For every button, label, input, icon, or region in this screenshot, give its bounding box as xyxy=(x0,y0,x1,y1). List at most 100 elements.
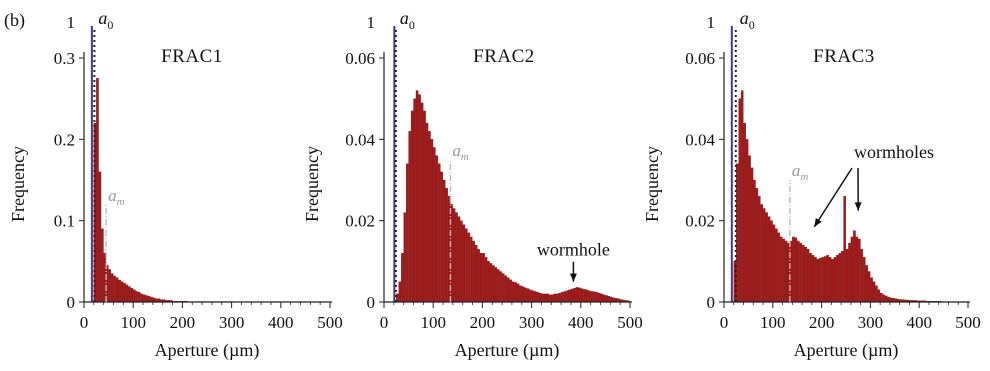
y-tick-label: 0.02 xyxy=(685,212,715,231)
arrow-head xyxy=(814,217,822,227)
bar xyxy=(123,283,126,303)
x-axis-label: Aperture (µm) xyxy=(455,340,560,361)
chart-panel-1: 0 0.1 0.2 0.3 1 0 100 200 300 400 500 Aperture (µm)… xyxy=(8,8,343,361)
a0-label: a0 xyxy=(740,8,755,32)
bar xyxy=(592,291,596,303)
bar xyxy=(558,292,562,303)
bar xyxy=(440,171,443,303)
bar xyxy=(570,288,574,303)
bar xyxy=(101,228,104,303)
bar xyxy=(882,294,885,303)
bar xyxy=(398,281,402,303)
x-axis-label: Aperture (µm) xyxy=(794,340,899,361)
bar xyxy=(816,259,820,303)
bar xyxy=(501,273,505,303)
bar xyxy=(585,289,589,303)
bar xyxy=(853,230,856,303)
bar xyxy=(133,289,136,303)
bar xyxy=(528,289,532,303)
bar xyxy=(573,288,576,303)
bar xyxy=(415,90,419,303)
am-label: am xyxy=(792,161,809,183)
bar xyxy=(418,94,421,303)
x-tick-label: 100 xyxy=(120,313,146,332)
bar xyxy=(811,255,815,303)
bar xyxy=(872,281,876,303)
x-tick-label: 300 xyxy=(858,313,884,332)
bar xyxy=(506,277,510,303)
bar xyxy=(145,295,148,303)
bar xyxy=(487,261,490,303)
bar xyxy=(799,242,803,303)
bar xyxy=(823,256,827,303)
bar xyxy=(472,240,475,303)
y-tick-label: 0 xyxy=(707,293,716,312)
x-tick-label: 300 xyxy=(519,313,545,332)
bar xyxy=(870,277,873,303)
y-axis-label: Frequency xyxy=(642,146,662,222)
bar xyxy=(765,212,768,303)
bar xyxy=(108,269,112,303)
y-tick-label: 0.04 xyxy=(345,130,375,149)
bar xyxy=(484,257,488,303)
bar xyxy=(821,257,824,303)
bar xyxy=(801,244,805,303)
bar xyxy=(137,292,141,303)
bar xyxy=(814,257,817,303)
bar xyxy=(125,284,129,303)
bar xyxy=(442,179,446,303)
bar xyxy=(511,281,515,303)
bar xyxy=(595,292,598,303)
bar xyxy=(113,275,116,303)
chart-panel-3: 0 0.02 0.04 0.06 1 0 100 200 300 400 500 Aperture (… xyxy=(642,8,981,361)
am-label: am xyxy=(452,141,469,163)
bar xyxy=(142,294,146,303)
bar xyxy=(553,293,557,303)
bar xyxy=(583,289,586,303)
bar xyxy=(762,208,766,303)
y-tick-label: 0.3 xyxy=(54,49,75,68)
bar xyxy=(887,296,890,303)
bar xyxy=(767,216,771,303)
bar xyxy=(462,224,466,303)
x-tick-label: 500 xyxy=(617,313,643,332)
bar xyxy=(533,291,537,303)
bar xyxy=(531,290,535,303)
bar xyxy=(580,288,584,303)
bar xyxy=(772,224,776,303)
bar xyxy=(560,292,564,303)
bar xyxy=(543,293,547,303)
bar xyxy=(745,139,749,303)
bar xyxy=(460,220,463,303)
bar xyxy=(469,236,473,303)
y-tick-label: 0.2 xyxy=(54,130,75,149)
bar xyxy=(98,171,102,303)
x-tick-label: 0 xyxy=(80,313,89,332)
x-tick-label: 200 xyxy=(809,313,835,332)
y-tick-label: 0 xyxy=(67,293,76,312)
bar xyxy=(794,237,798,303)
bar xyxy=(563,291,566,303)
bar xyxy=(748,155,751,303)
y-tick-label: 0 xyxy=(367,293,376,312)
bar xyxy=(445,187,448,303)
y-tick-label: 0.06 xyxy=(345,49,375,68)
bar xyxy=(538,292,542,303)
bar xyxy=(516,283,520,303)
y-tick-label: 0.04 xyxy=(685,130,715,149)
bar xyxy=(826,255,829,303)
bar xyxy=(850,236,854,303)
bar xyxy=(565,290,569,303)
bar xyxy=(410,110,414,303)
chart-title: FRAC1 xyxy=(161,46,223,67)
bar xyxy=(610,296,613,303)
x-tick-label: 100 xyxy=(760,313,786,332)
bar xyxy=(435,155,439,303)
bar xyxy=(526,288,530,303)
bar xyxy=(110,273,114,303)
bar xyxy=(130,288,134,303)
chart-panel-2: 0 0.02 0.04 0.06 1 0 100 200 300 400 500 Aperture (… xyxy=(302,8,643,361)
bar xyxy=(590,291,594,303)
bar xyxy=(492,265,495,303)
bar xyxy=(743,122,746,303)
